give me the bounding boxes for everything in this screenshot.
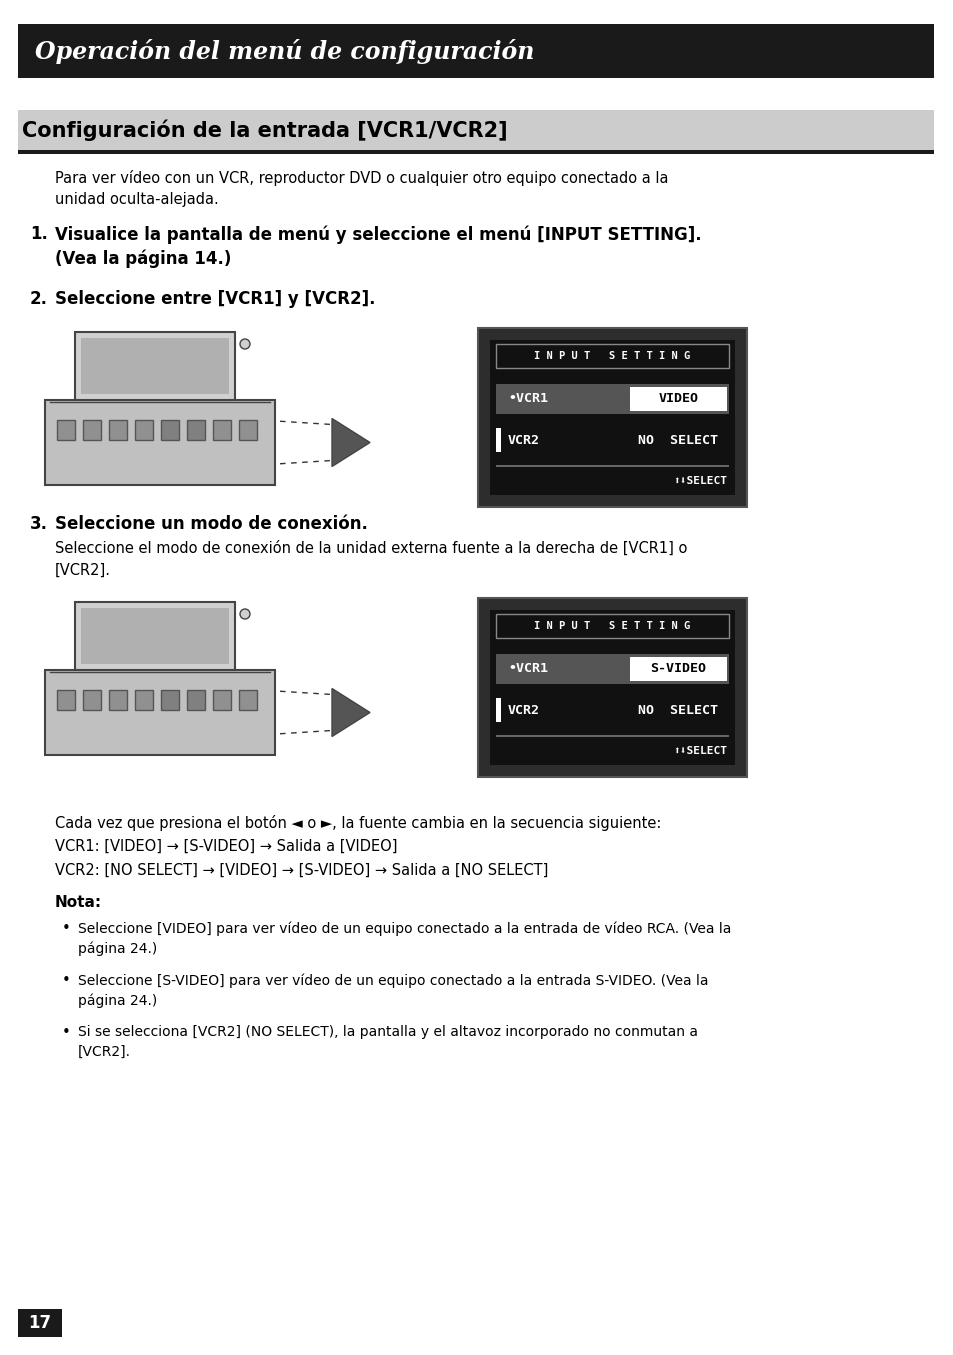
Bar <box>187 690 205 710</box>
Bar <box>239 690 256 710</box>
Bar <box>75 332 234 400</box>
Bar <box>213 420 231 440</box>
Bar <box>109 420 127 440</box>
Bar <box>496 344 728 369</box>
Text: Seleccione entre [VCR1] y [VCR2].: Seleccione entre [VCR1] y [VCR2]. <box>55 290 375 308</box>
Text: 17: 17 <box>29 1314 51 1332</box>
Text: Nota:: Nota: <box>55 896 102 911</box>
Text: •VCR1: •VCR1 <box>507 663 547 676</box>
Text: (Vea la página 14.): (Vea la página 14.) <box>55 249 232 267</box>
Bar <box>496 428 500 453</box>
Text: Si se selecciona [VCR2] (NO SELECT), la pantalla y el altavoz incorporado no con: Si se selecciona [VCR2] (NO SELECT), la … <box>78 1024 698 1039</box>
Polygon shape <box>332 419 370 466</box>
Bar <box>83 420 101 440</box>
Text: Cada vez que presiona el botón ◄ o ►, la fuente cambia en la secuencia siguiente: Cada vez que presiona el botón ◄ o ►, la… <box>55 814 660 831</box>
Text: •: • <box>62 973 71 988</box>
Text: [VCR2].: [VCR2]. <box>78 1045 131 1060</box>
Text: Operación del menú de configuración: Operación del menú de configuración <box>35 38 534 64</box>
Circle shape <box>240 608 250 619</box>
Circle shape <box>240 339 250 350</box>
Text: •VCR1: •VCR1 <box>507 393 547 405</box>
Text: Seleccione el modo de conexión de la unidad externa fuente a la derecha de [VCR1: Seleccione el modo de conexión de la uni… <box>55 541 687 556</box>
Bar <box>18 110 933 150</box>
Bar <box>496 465 728 467</box>
Text: Configuración de la entrada [VCR1/VCR2]: Configuración de la entrada [VCR1/VCR2] <box>22 119 507 141</box>
Text: VCR1: [VIDEO] → [S-VIDEO] → Salida a [VIDEO]: VCR1: [VIDEO] → [S-VIDEO] → Salida a [VI… <box>55 839 397 854</box>
Bar <box>135 690 152 710</box>
Bar <box>629 657 726 682</box>
Bar <box>45 400 274 485</box>
Text: •: • <box>62 1024 71 1041</box>
Text: Seleccione [S-VIDEO] para ver vídeo de un equipo conectado a la entrada S-VIDEO.: Seleccione [S-VIDEO] para ver vídeo de u… <box>78 973 708 988</box>
Bar <box>57 690 75 710</box>
Text: ⬆⬇SELECT: ⬆⬇SELECT <box>672 747 726 756</box>
Text: página 24.): página 24.) <box>78 993 157 1008</box>
Bar <box>213 690 231 710</box>
Bar <box>490 610 734 766</box>
Text: VCR2: [NO SELECT] → [VIDEO] → [S-VIDEO] → Salida a [NO SELECT]: VCR2: [NO SELECT] → [VIDEO] → [S-VIDEO] … <box>55 863 548 878</box>
Polygon shape <box>332 688 370 737</box>
Bar <box>239 420 256 440</box>
Text: NO  SELECT: NO SELECT <box>638 434 718 447</box>
Bar <box>477 328 746 507</box>
Text: página 24.): página 24.) <box>78 940 157 955</box>
Bar <box>496 383 728 415</box>
Bar <box>45 669 274 755</box>
Text: NO  SELECT: NO SELECT <box>638 703 718 717</box>
Bar <box>496 614 728 638</box>
Bar <box>496 698 500 722</box>
Bar <box>18 1309 62 1337</box>
Bar <box>161 420 179 440</box>
Bar <box>81 337 229 394</box>
Bar <box>496 654 728 684</box>
Text: 1.: 1. <box>30 225 48 243</box>
Text: Visualice la pantalla de menú y seleccione el menú [INPUT SETTING].: Visualice la pantalla de menú y seleccio… <box>55 225 700 244</box>
Bar <box>81 608 229 664</box>
Bar <box>496 734 728 737</box>
Bar <box>161 690 179 710</box>
Text: VCR2: VCR2 <box>507 434 539 447</box>
Text: Seleccione [VIDEO] para ver vídeo de un equipo conectado a la entrada de vídeo R: Seleccione [VIDEO] para ver vídeo de un … <box>78 921 731 935</box>
Bar <box>187 420 205 440</box>
Bar <box>135 420 152 440</box>
Bar <box>57 420 75 440</box>
Text: Seleccione un modo de conexión.: Seleccione un modo de conexión. <box>55 515 368 533</box>
Text: VCR2: VCR2 <box>507 703 539 717</box>
Bar <box>18 150 933 154</box>
Text: unidad oculta-alejada.: unidad oculta-alejada. <box>55 192 218 207</box>
Bar <box>75 602 234 669</box>
Text: I N P U T   S E T T I N G: I N P U T S E T T I N G <box>534 621 690 631</box>
Text: 2.: 2. <box>30 290 48 308</box>
Bar <box>18 24 933 79</box>
Text: [VCR2].: [VCR2]. <box>55 562 111 579</box>
Bar <box>83 690 101 710</box>
Bar <box>109 690 127 710</box>
Text: VIDEO: VIDEO <box>658 393 698 405</box>
Text: I N P U T   S E T T I N G: I N P U T S E T T I N G <box>534 351 690 360</box>
Text: S-VIDEO: S-VIDEO <box>650 663 706 676</box>
Text: 3.: 3. <box>30 515 48 533</box>
Bar <box>477 598 746 776</box>
Text: •: • <box>62 921 71 936</box>
Bar <box>490 340 734 495</box>
Text: Para ver vídeo con un VCR, reproductor DVD o cualquier otro equipo conectado a l: Para ver vídeo con un VCR, reproductor D… <box>55 169 668 186</box>
Text: ⬆⬇SELECT: ⬆⬇SELECT <box>672 476 726 486</box>
Bar <box>629 388 726 411</box>
